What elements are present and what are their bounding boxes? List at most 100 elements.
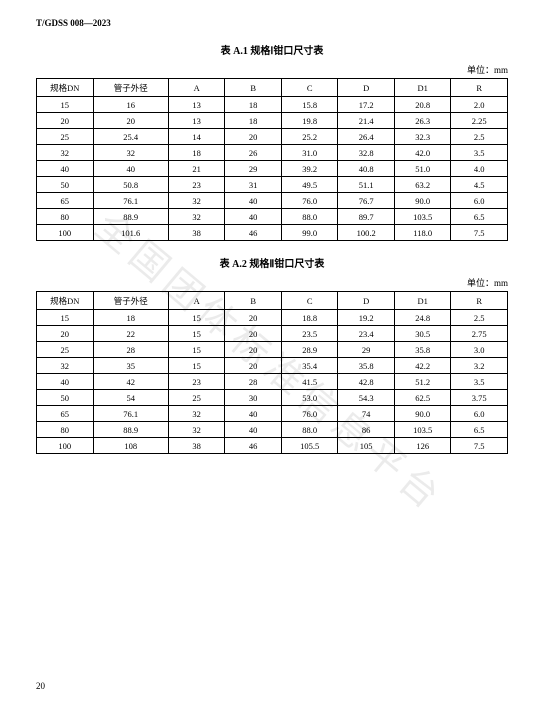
cell: 21.4 [338,113,395,129]
cell: 23 [168,177,225,193]
cell: 20 [37,113,94,129]
cell: 32 [168,209,225,225]
cell: 23.4 [338,326,395,342]
cell: 25 [37,129,94,145]
cell: 3.2 [451,358,508,374]
cell: 35.8 [338,358,395,374]
cell: 32.3 [394,129,451,145]
cell: 100 [37,225,94,241]
cell: 15 [37,310,94,326]
table-row: 3232182631.032.842.03.5 [37,145,508,161]
col-header: D [338,292,395,310]
cell: 20 [225,129,282,145]
cell: 65 [37,193,94,209]
cell: 63.2 [394,177,451,193]
cell: 2.0 [451,97,508,113]
cell: 100 [37,438,94,454]
table-row: 4042232841.542.851.23.5 [37,374,508,390]
cell: 80 [37,422,94,438]
cell: 7.5 [451,225,508,241]
cell: 14 [168,129,225,145]
cell: 76.1 [93,193,168,209]
cell: 42.0 [394,145,451,161]
cell: 88.9 [93,422,168,438]
cell: 76.1 [93,406,168,422]
cell: 41.5 [281,374,338,390]
table-row: 5050.8233149.551.163.24.5 [37,177,508,193]
col-header: A [168,292,225,310]
cell: 99.0 [281,225,338,241]
cell: 32 [93,145,168,161]
cell: 38 [168,438,225,454]
col-header: C [281,292,338,310]
cell: 4.0 [451,161,508,177]
table-row: 8088.9324088.089.7103.56.5 [37,209,508,225]
cell: 42.2 [394,358,451,374]
cell: 32 [168,406,225,422]
cell: 32 [37,358,94,374]
cell: 18.8 [281,310,338,326]
cell: 20 [225,326,282,342]
table-row: 6576.1324076.07490.06.0 [37,406,508,422]
col-header: R [451,79,508,97]
table-row: 1001083846105.51051267.5 [37,438,508,454]
col-header: D [338,79,395,97]
cell: 3.5 [451,374,508,390]
cell: 2.75 [451,326,508,342]
cell: 15.8 [281,97,338,113]
table1-unit: 单位：mm [36,63,508,76]
col-header: D1 [394,292,451,310]
table1: 规格DN管子外径ABCDD1R1516131815.817.220.82.020… [36,78,508,241]
cell: 26.4 [338,129,395,145]
cell: 20 [37,326,94,342]
cell: 76.0 [281,406,338,422]
cell: 31.0 [281,145,338,161]
cell: 16 [93,97,168,113]
col-header: C [281,79,338,97]
cell: 22 [93,326,168,342]
cell: 53.0 [281,390,338,406]
cell: 100.2 [338,225,395,241]
col-header: D1 [394,79,451,97]
cell: 25.2 [281,129,338,145]
cell: 65 [37,406,94,422]
cell: 18 [93,310,168,326]
cell: 90.0 [394,406,451,422]
cell: 13 [168,113,225,129]
cell: 51.2 [394,374,451,390]
table-row: 2525.4142025.226.432.32.5 [37,129,508,145]
header-code: T/GDSS 008—2023 [36,18,508,28]
cell: 89.7 [338,209,395,225]
cell: 88.0 [281,422,338,438]
cell: 15 [168,358,225,374]
table2: 规格DN管子外径ABCDD1R1518152018.819.224.82.520… [36,291,508,454]
cell: 76.7 [338,193,395,209]
cell: 42.8 [338,374,395,390]
cell: 51.1 [338,177,395,193]
cell: 51.0 [394,161,451,177]
col-header: 管子外径 [93,292,168,310]
col-header: 管子外径 [93,79,168,97]
cell: 101.6 [93,225,168,241]
cell: 2.5 [451,310,508,326]
cell: 35 [93,358,168,374]
cell: 105.5 [281,438,338,454]
cell: 54 [93,390,168,406]
cell: 49.5 [281,177,338,193]
table-row: 4040212939.240.851.04.0 [37,161,508,177]
cell: 38 [168,225,225,241]
cell: 32 [168,193,225,209]
cell: 90.0 [394,193,451,209]
cell: 3.75 [451,390,508,406]
cell: 29 [338,342,395,358]
cell: 20 [225,310,282,326]
cell: 15 [168,326,225,342]
cell: 20 [93,113,168,129]
table-row: 2020131819.821.426.32.25 [37,113,508,129]
cell: 19.2 [338,310,395,326]
cell: 35.4 [281,358,338,374]
cell: 20.8 [394,97,451,113]
cell: 32.8 [338,145,395,161]
col-header: B [225,79,282,97]
table1-title: 表 A.1 规格Ⅰ钳口尺寸表 [36,42,508,57]
